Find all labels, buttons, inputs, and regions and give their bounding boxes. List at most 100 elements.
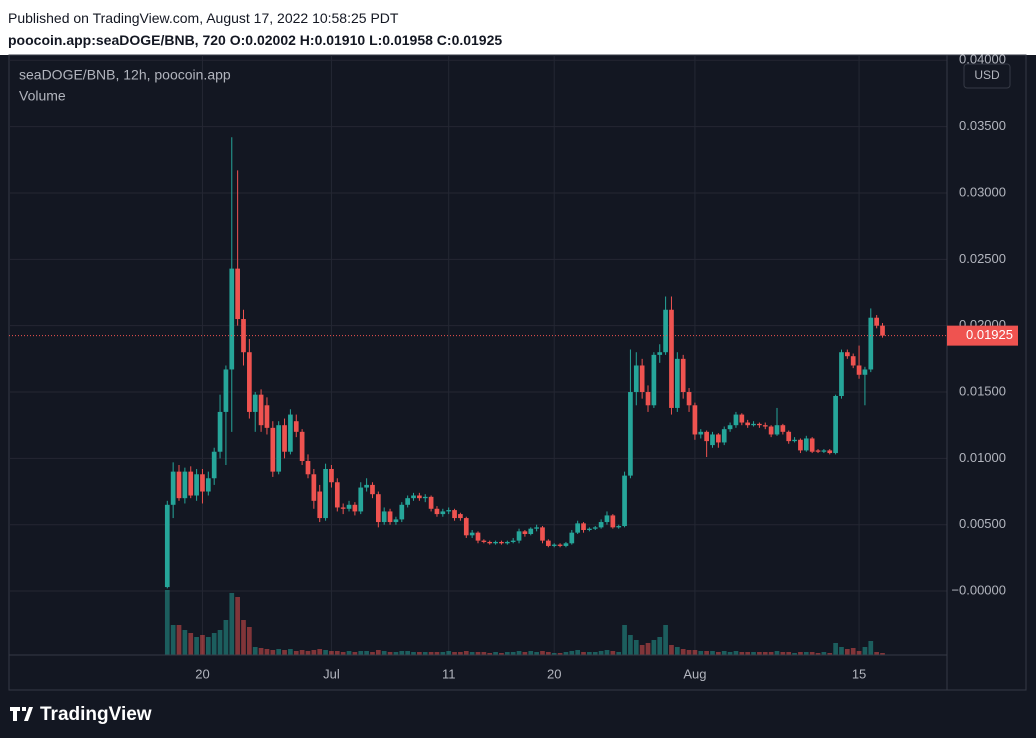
ohlc-label: O: [229,32,246,48]
volume-bar [704,651,709,655]
volume-bar [762,652,768,655]
currency[interactable]: USD [974,68,1000,82]
symbol-line: poocoin.app:seaDOGE/BNB, 720 O:0.02002 H… [8,29,502,51]
candle-body [288,414,293,452]
candle-body [346,504,352,509]
volume-bar [205,637,211,655]
volume-bar [317,649,323,655]
candle-body [616,526,622,528]
volume-bar [645,643,651,655]
brand-logo: TradingView [10,704,152,725]
candle-body [393,519,399,523]
y-tick-label: 0.00500 [959,516,1006,531]
candle-body [358,487,364,512]
volume-bar [241,620,246,655]
ohlc-value: 0.01958 [382,32,433,48]
last-price-label: 0.01925 [966,327,1013,342]
candle-body [417,495,422,499]
volume-bar [282,650,287,655]
volume-bar [815,653,821,655]
candle-body [329,468,334,483]
volume-bar [411,652,416,655]
candle-body [434,508,440,515]
volume-bar [510,652,516,655]
candle-body [182,471,188,499]
volume-bar [581,652,586,655]
candle-body [546,540,551,546]
candle-body [211,451,217,479]
volume-bar [880,653,885,655]
logo-icon [10,707,33,721]
volume-bar [780,652,786,655]
candle-body [340,507,346,509]
x-tick-label: 20 [195,666,209,681]
volume-bar [651,640,657,655]
candle-body [440,511,446,515]
candle-body [334,482,340,508]
symbol: poocoin.app:seaDOGE/BNB, 720 [8,32,226,48]
volume-bar [633,640,639,655]
volume-bar [440,652,446,655]
volume-bar [194,637,199,655]
volume-bar [276,649,282,655]
candle-body [493,541,498,544]
candle-body [862,369,868,375]
volume-bar [827,653,833,655]
currency-box[interactable] [963,63,1011,89]
volume-bar [417,652,422,655]
candle-body [780,425,786,432]
candle-body [592,527,598,529]
candle-body [686,392,692,406]
candle-body [563,543,569,546]
volume-bar [346,651,352,655]
volume-bar [352,652,358,655]
last-price-box [947,325,1018,346]
volume-bar [563,652,569,655]
candle-body [282,425,287,452]
volume-bar [405,651,410,655]
volume-bar [856,651,862,655]
volume-bar [311,650,317,655]
volume-bar [358,651,364,655]
volume-bar [299,650,305,655]
candle-body [657,352,663,355]
y-tick-label: 0.04000 [959,52,1006,67]
candle-body [622,475,627,527]
candle-body [499,541,504,544]
candle-body [663,309,668,353]
volume-bar [329,651,334,655]
volume-bar [575,650,581,655]
volume-bar [839,647,844,655]
candle-body [674,358,680,408]
candle-body [716,434,721,443]
candle-body [809,438,815,452]
volume-bar [774,651,780,655]
candle-body [188,471,194,496]
volume-bar [499,653,504,655]
candle-body [264,405,270,428]
candle-body [850,356,856,366]
ohlc-value: 0.01910 [314,32,366,48]
volume-bar [551,653,557,655]
volume-bar [850,648,856,655]
candle-body [522,531,528,534]
candle-body [844,352,850,357]
volume-bar [862,647,868,655]
x-tick-label: 20 [547,666,561,681]
x-tick-label: 15 [852,666,866,681]
volume-bar [200,635,205,655]
candle-body [751,423,756,426]
candle-body [276,425,282,472]
candle-body [364,484,369,488]
candle-body [311,474,317,501]
candle-body [604,515,610,523]
x-tick-label: Aug [683,666,706,681]
volume-bar [745,652,751,655]
candle-body [874,317,879,326]
candle-body [352,504,358,512]
volume-bar [434,652,440,655]
candle-body [217,411,223,452]
volume-bar [768,652,774,655]
candle-body [510,540,516,542]
